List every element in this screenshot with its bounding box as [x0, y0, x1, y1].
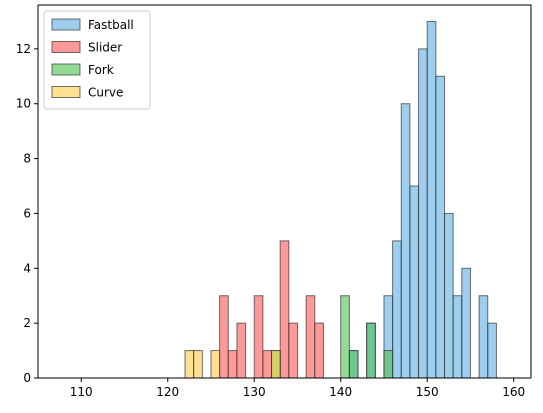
bar-slider-137 [314, 322, 324, 379]
legend: Fastball Slider Fork Curve [43, 10, 151, 110]
legend-box [43, 10, 151, 110]
plot-frame [37, 4, 532, 379]
y-tick-label-2: 2 [23, 316, 31, 330]
bar-fastball-153 [452, 295, 463, 379]
bar-fastball-149 [418, 48, 428, 379]
bar-fastball-146 [392, 240, 402, 379]
legend-label-fork: Fork [88, 63, 114, 77]
bar-slider-130 [253, 295, 264, 379]
bar-curve-132 [271, 350, 281, 379]
bar-curve-125 [210, 350, 221, 379]
bar-fork-140 [340, 295, 350, 379]
x-tick-label-160: 160 [502, 385, 525, 399]
y-tick-label-4: 4 [23, 261, 31, 275]
legend-swatch-curve [51, 86, 81, 98]
y-tick-label-12: 12 [16, 42, 31, 56]
x-tick-label-150: 150 [416, 385, 439, 399]
bar-curve-122 [184, 350, 195, 379]
legend-swatch-slider [51, 41, 81, 53]
bar-fork-145 [383, 350, 394, 379]
bar-slider-128 [236, 322, 247, 379]
legend-label-slider: Slider [88, 41, 122, 55]
axes: 110 120 130 140 150 160 0 2 4 6 8 10 12 [16, 4, 532, 399]
y-tick-label-10: 10 [16, 97, 31, 111]
bar-fastball-151 [435, 75, 446, 379]
bar-slider-126 [219, 295, 229, 379]
legend-label-fastball: Fastball [88, 18, 134, 32]
bar-fork-143 [366, 322, 376, 379]
bar-slider-133 [279, 240, 290, 379]
legend-label-curve: Curve [88, 86, 123, 100]
y-tick-label-0: 0 [23, 371, 31, 385]
x-tick-label-110: 110 [70, 385, 93, 399]
legend-swatch-fastball [51, 18, 81, 31]
legend-swatch-fork [51, 63, 81, 76]
bar-fastball-157 [487, 322, 497, 379]
bar-slider-127 [227, 350, 238, 379]
bar-slider-134 [288, 322, 298, 379]
bar-fastball-147 [400, 103, 411, 379]
bar-slider-131 [262, 350, 273, 379]
bar-fastball-152 [444, 212, 454, 379]
x-tick-label-130: 130 [243, 385, 266, 399]
bar-fastball-148 [409, 185, 420, 379]
y-tick-label-8: 8 [23, 152, 31, 166]
bar-slider-136 [305, 295, 316, 379]
bar-fastball-150 [426, 20, 437, 379]
bar-curve-123 [193, 350, 203, 379]
bar-fastball-156 [478, 295, 489, 379]
x-tick-label-120: 120 [156, 385, 179, 399]
bar-fastball-154 [461, 267, 471, 379]
x-tick-label-140: 140 [329, 385, 352, 399]
bar-fork-141 [348, 350, 359, 379]
y-tick-label-6: 6 [23, 206, 31, 220]
